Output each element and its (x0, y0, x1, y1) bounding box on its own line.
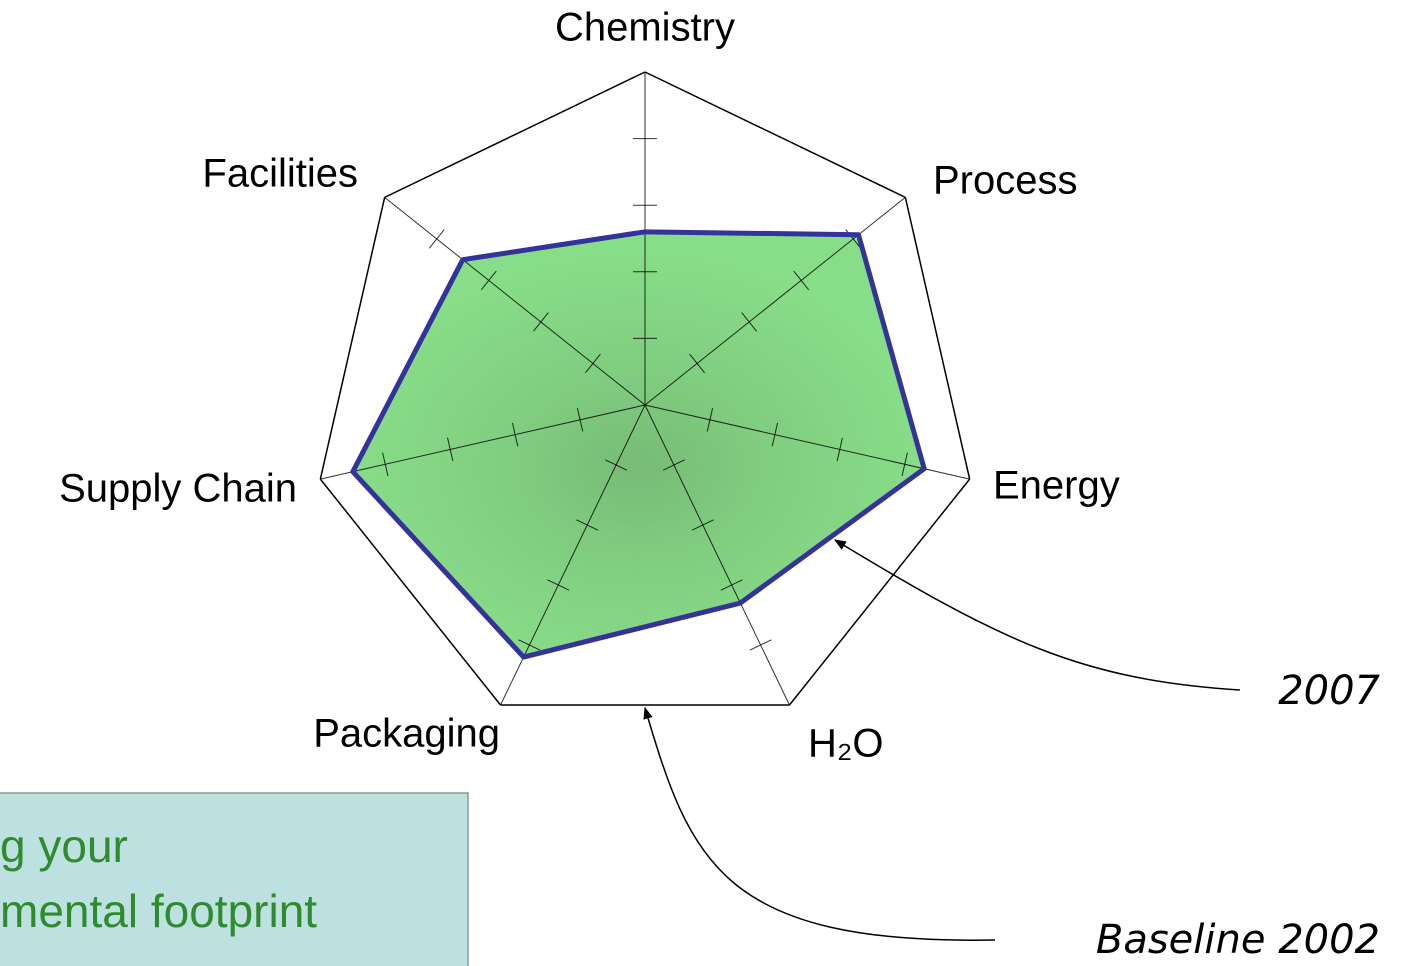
radar-plot: Chemistry Process Energy H₂O Packaging Supply… (59, 6, 1120, 766)
tick-mark (447, 437, 454, 462)
axis-line (644, 196, 906, 406)
tick-mark (511, 422, 519, 447)
category-label: Process (933, 159, 1078, 203)
annotation-baseline: Baseline 2002 (1096, 917, 1380, 963)
tick-mark (706, 408, 714, 432)
tick-mark (480, 270, 497, 291)
arrow-2007 (833, 539, 1241, 691)
series-area (352, 231, 925, 658)
tick-mark (720, 579, 743, 591)
tick-mark (547, 579, 570, 591)
baseline-edge (384, 71, 646, 199)
series-outline (350, 229, 927, 660)
baseline-edge (904, 197, 971, 480)
tick-mark (576, 519, 599, 531)
tick-mark (691, 519, 714, 531)
tick-mark (771, 422, 779, 447)
category-label: Facilities (202, 152, 358, 196)
tick-mark (689, 353, 705, 374)
axis-line (644, 404, 790, 706)
callout-box (0, 792, 469, 966)
tick-mark (749, 639, 772, 651)
annotation-2007: 2007 (1278, 668, 1380, 714)
category-label: Energy (993, 464, 1120, 508)
tick-mark (576, 408, 584, 432)
tick-mark (605, 459, 628, 471)
tick-mark (518, 639, 541, 651)
callout-text: g your (0, 820, 128, 872)
tick-mark (532, 312, 549, 332)
tick-mark (793, 270, 810, 291)
tick-mark (741, 312, 758, 332)
category-label: Packaging (313, 712, 500, 756)
baseline-edge (319, 478, 502, 706)
baseline-edge (788, 478, 971, 706)
tick-mark (382, 452, 389, 477)
tick-mark (428, 229, 445, 249)
category-label: Chemistry (555, 6, 735, 50)
tick-mark (836, 437, 843, 462)
callout-text: mental footprint (0, 885, 317, 937)
baseline-edge (319, 197, 386, 480)
tick-mark (585, 353, 601, 374)
category-label: Supply Chain (59, 467, 297, 511)
category-label: H₂O (808, 722, 884, 766)
baseline-edge (644, 71, 906, 199)
tick-mark (901, 452, 908, 477)
axis-line (644, 404, 970, 480)
axis-line (384, 196, 646, 406)
tick-mark (662, 459, 685, 471)
arrow-baseline (643, 706, 996, 941)
axis-line (320, 404, 646, 480)
